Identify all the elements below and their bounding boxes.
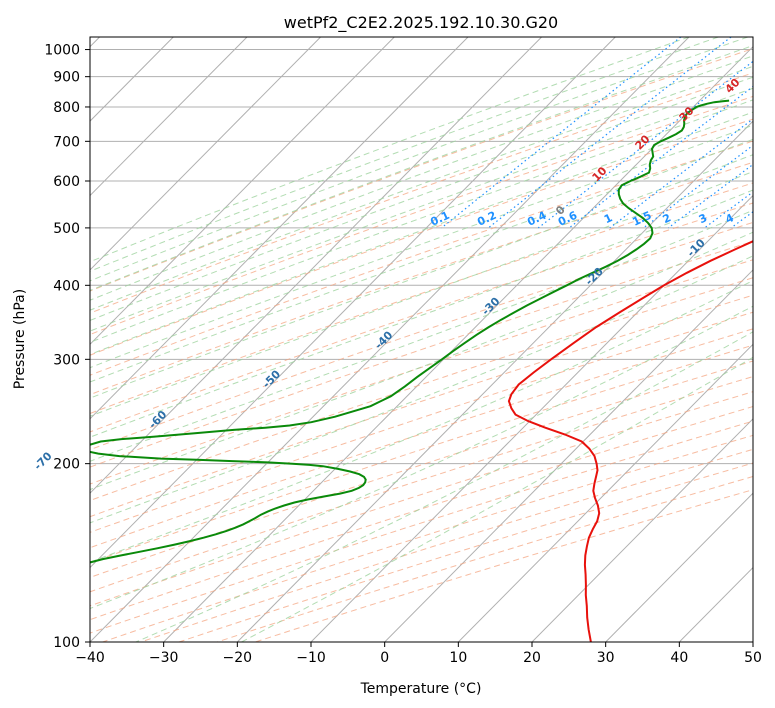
moist-adiabat-line [90,37,690,263]
mixing-ratio-line [770,37,775,228]
isotherm-line [752,641,753,642]
dry-adiabat-line [90,72,753,314]
moist-adiabat-line [90,37,719,272]
isotherm-line [531,418,753,642]
isotherm-line [457,343,753,642]
x-tick-label: 10 [449,650,467,666]
x-tick-label: 30 [597,650,615,666]
isotherm-line [90,37,469,420]
isotherm-line [90,37,321,271]
y-tick-label: 600 [53,174,80,190]
y-tick-label: 100 [53,635,80,651]
y-axis-label: Pressure (hPa) [12,289,28,389]
y-tick-label: 500 [53,221,80,237]
mixing-ratio-line [667,163,753,229]
isotherm-line [236,120,753,642]
mixing-ratio-line [487,37,732,229]
y-tick-label: 1000 [44,43,80,59]
dewpoint-profile-line [90,99,730,564]
dry-adiabat-line [90,294,753,518]
x-tick-label: 50 [744,650,762,666]
dry-adiabat-line [90,182,753,415]
moist-adiabat-line [90,55,753,301]
dry-adiabat-line [90,328,753,549]
isotherm-line [90,37,542,494]
isotherm-line [90,37,248,197]
moist-adiabat-line [90,209,753,462]
isotherm-line [605,492,753,642]
moist-adiabat-line [90,171,753,417]
axis-ticks: −40 −30 −20 −10 0 10 20 30 40 50 100 200 300 400 500 60… [44,43,762,666]
x-tick-label: −10 [296,650,326,666]
moist-adiabat-line [90,138,753,383]
y-tick-label: 200 [53,457,80,473]
dry-adiabat-line [90,118,753,356]
profile-lines [90,99,753,642]
moist-adiabat-line [90,280,753,563]
isotherm-line [384,269,753,642]
dry-adiabat-label: -70 [31,449,54,472]
isotherm-line [163,45,753,642]
y-tick-label: 900 [53,70,80,86]
moist-adiabat-line [90,189,753,438]
dry-adiabat-line [90,240,753,468]
moist-adiabat-line [90,87,753,332]
dry-adiabat-line [90,161,753,396]
dry-adiabat-line [90,48,753,292]
dry-adiabat-line [90,140,753,376]
moist-adiabat-line [241,356,753,642]
moist-adiabat-line [90,111,753,356]
moist-adiabat-line [90,305,753,610]
x-tick-label: 20 [523,650,541,666]
dry-adiabat-line [90,259,753,485]
dry-adiabat-line [90,391,753,607]
x-tick-label: 0 [380,650,389,666]
y-tick-label: 700 [53,134,80,150]
y-tick-label: 300 [53,352,80,368]
background-lines [90,37,775,642]
isotherm-line [90,37,616,569]
x-tick-label: −20 [223,650,253,666]
moist-adiabat-line [90,76,753,321]
x-tick-label: −40 [75,650,105,666]
y-tick-label: 400 [53,278,80,294]
temperature-profile-line [507,240,753,642]
moist-adiabat-line [90,124,753,369]
chart-title: wetPf2_C2E2.2025.192.10.30.G20 [284,13,558,33]
x-tick-label: −30 [149,650,179,666]
plot-frame [89,36,754,643]
dry-adiabat-line [90,344,753,564]
dry-adiabat-line [90,202,753,433]
x-tick-label: 40 [670,650,688,666]
y-tick-label: 800 [53,100,80,116]
isotherm-line [90,37,395,346]
moist-adiabat-line [90,65,753,311]
x-axis-label: Temperature (°C) [360,681,482,697]
